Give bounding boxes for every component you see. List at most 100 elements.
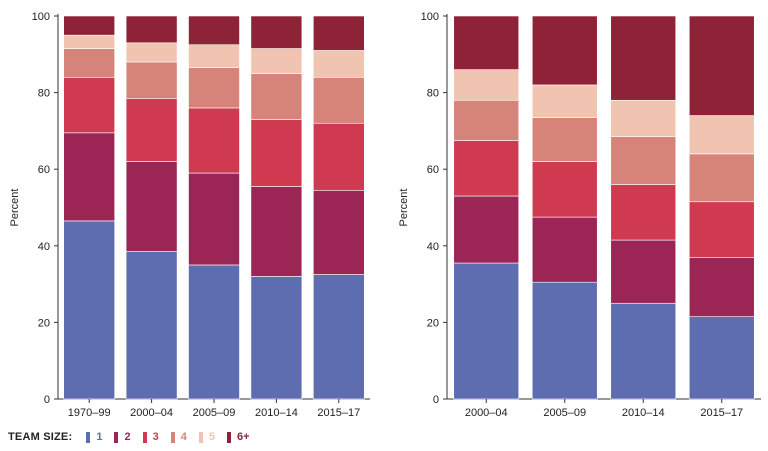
- bar-segment-2000–04-size-3: [453, 140, 520, 197]
- bar-segment-2005–09-size-6+: [531, 15, 598, 86]
- x-tick-label: 2010–14: [255, 407, 298, 419]
- bar-segment-2005–09-size-5: [188, 44, 240, 69]
- bar-segment-1970–99-size-5: [63, 34, 116, 49]
- bar-segment-2015–17-size-1: [312, 274, 365, 400]
- bar-segment-1970–99-size-1: [63, 220, 116, 400]
- y-tick-label: 0: [44, 394, 50, 406]
- legend-item-6plus: 6+: [226, 431, 250, 443]
- legend-title: TEAM SIZE:: [8, 431, 73, 443]
- y-axis-label: Percent: [9, 189, 21, 227]
- legend-label-1: 1: [96, 431, 103, 443]
- bar-segment-2015–17-size-6+: [688, 15, 755, 116]
- bar-segment-2010–14-size-6+: [610, 15, 677, 101]
- x-tick-label: 2005–09: [543, 407, 586, 419]
- y-tick-label: 40: [427, 241, 439, 253]
- x-tick-label: 2005–09: [193, 407, 236, 419]
- y-tick-label: 40: [38, 241, 50, 253]
- legend: TEAM SIZE: 1 2 3 4 5 6+: [8, 428, 262, 446]
- bar-segment-2010–14-size-4: [610, 136, 677, 185]
- bar-segment-2015–17-size-3: [688, 201, 755, 258]
- bar-segment-2005–09-size-1: [188, 264, 240, 400]
- bar-segment-2015–17-size-5: [312, 50, 365, 78]
- bar-segment-1970–99-size-3: [63, 76, 116, 134]
- x-tick-label: 2015–17: [700, 407, 743, 419]
- y-tick-label: 80: [38, 88, 50, 100]
- bar-segment-2005–09-size-2: [188, 172, 240, 266]
- legend-item-5: 5: [198, 431, 215, 443]
- bar-segment-2010–14-size-2: [250, 186, 303, 277]
- legend-item-4: 4: [170, 431, 187, 443]
- bar-segment-2015–17-size-2: [688, 256, 755, 317]
- x-tick-label: 1970–99: [68, 407, 111, 419]
- y-tick-label: 0: [433, 394, 439, 406]
- bar-segment-2000–04-size-2: [453, 195, 520, 264]
- bar-segment-2010–14-size-3: [250, 119, 303, 187]
- bar-segment-2015–17-size-3: [312, 122, 365, 191]
- bar-segment-2000–04-size-5: [125, 42, 178, 63]
- bar-segment-2010–14-size-5: [610, 99, 677, 137]
- bar-segment-2000–04-size-2: [125, 161, 178, 252]
- bar-segment-2010–14-size-4: [250, 73, 303, 120]
- y-tick-label: 20: [38, 317, 50, 329]
- bar-segment-2000–04-size-3: [125, 98, 178, 162]
- bar-segment-2005–09-size-3: [188, 107, 240, 174]
- y-tick-label: 60: [427, 164, 439, 176]
- legend-label-3: 3: [152, 431, 159, 443]
- bar-segment-2000–04-size-4: [125, 61, 178, 99]
- y-tick-label: 100: [421, 11, 439, 23]
- x-tick-label: 2000–04: [130, 407, 173, 419]
- x-tick-label: 2010–14: [622, 407, 665, 419]
- bar-segment-2000–04-size-6+: [453, 15, 520, 70]
- legend-label-5: 5: [208, 431, 215, 443]
- x-tick-label: 2000–04: [465, 407, 508, 419]
- legend-swatch-3: [142, 431, 147, 443]
- bar-segment-2015–17-size-5: [688, 115, 755, 155]
- bar-segment-2000–04-size-5: [453, 69, 520, 101]
- bar-segment-2000–04-size-1: [453, 262, 520, 400]
- legend-item-3: 3: [142, 431, 159, 443]
- legend-item-1: 1: [86, 431, 102, 443]
- bar-segment-2010–14-size-2: [610, 239, 677, 304]
- bar-segment-2010–14-size-5: [250, 48, 303, 74]
- bar-segment-2005–09-size-3: [531, 161, 598, 218]
- bar-segment-2000–04-size-1: [125, 251, 178, 400]
- bar-segment-2015–17-size-4: [688, 153, 755, 203]
- bar-segment-1970–99-size-6+: [63, 15, 116, 36]
- bar-segment-2005–09-size-4: [531, 117, 598, 162]
- bar-segment-1970–99-size-2: [63, 132, 116, 222]
- bar-segment-2005–09-size-6+: [188, 15, 240, 46]
- legend-swatch-5: [198, 431, 203, 443]
- legend-label-2: 2: [124, 431, 131, 443]
- bar-segment-1970–99-size-4: [63, 48, 116, 78]
- x-tick-label: 2015–17: [317, 407, 360, 419]
- bar-segment-2010–14-size-1: [610, 302, 677, 400]
- legend-item-2: 2: [114, 431, 131, 443]
- bar-segment-2010–14-size-6+: [250, 15, 303, 49]
- legend-label-4: 4: [180, 431, 187, 443]
- bar-segment-2000–04-size-6+: [125, 15, 178, 44]
- legend-swatch-4: [170, 431, 175, 443]
- bar-segment-2005–09-size-1: [531, 281, 598, 400]
- bar-segment-2005–09-size-5: [531, 84, 598, 118]
- y-tick-label: 100: [32, 11, 50, 23]
- legend-swatch-1: [86, 431, 91, 443]
- legend-swatch-6plus: [226, 431, 231, 443]
- y-tick-label: 60: [38, 164, 50, 176]
- chart-panel-left: 0 20 40 60 80 100 Percent 1970–99 2000–04 2005–09…: [9, 11, 370, 419]
- y-tick-label: 80: [427, 88, 439, 100]
- bar-segment-2015–17-size-1: [688, 316, 755, 400]
- bar-segment-2005–09-size-4: [188, 67, 240, 109]
- bar-segment-2000–04-size-4: [453, 99, 520, 141]
- bar-segment-2015–17-size-6+: [312, 15, 365, 51]
- bar-segment-2015–17-size-4: [312, 76, 365, 124]
- y-axis-label: Percent: [398, 189, 410, 227]
- legend-label-6plus: 6+: [236, 431, 250, 443]
- legend-swatch-2: [114, 431, 119, 443]
- bar-segment-2015–17-size-2: [312, 189, 365, 275]
- bar-segment-2005–09-size-2: [531, 216, 598, 283]
- chart-panel-right: 0 20 40 60 80 100 Percent 2000–04 2005–09 2010–14…: [398, 11, 761, 419]
- bar-segment-2010–14-size-1: [250, 276, 303, 400]
- bar-segment-2010–14-size-3: [610, 184, 677, 241]
- y-tick-label: 20: [427, 317, 439, 329]
